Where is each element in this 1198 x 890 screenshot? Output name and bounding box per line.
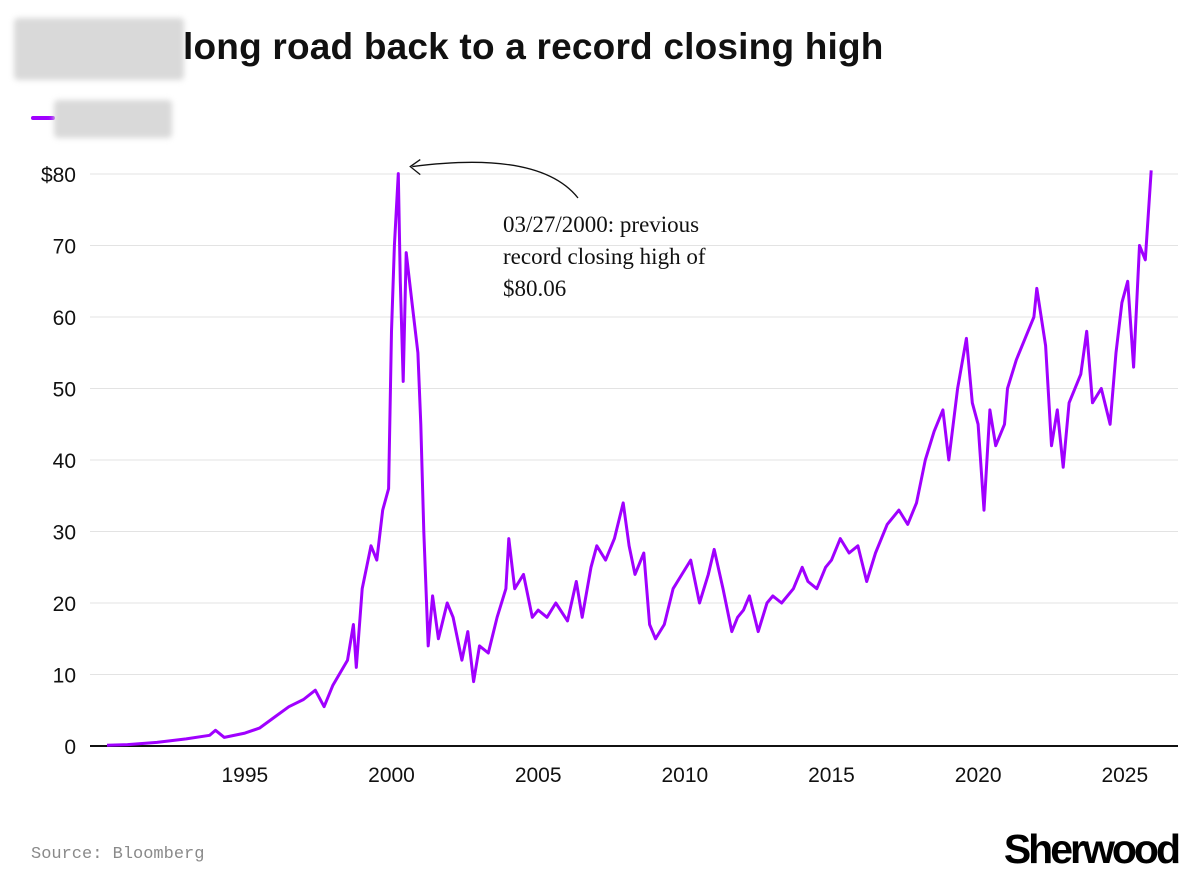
x-tick-label: 1995 xyxy=(221,764,268,787)
legend-swatch xyxy=(31,116,55,120)
x-tick-label: 2005 xyxy=(515,764,562,787)
redacted-title-prefix xyxy=(14,18,184,80)
x-tick-label: 2000 xyxy=(368,764,415,787)
y-tick-label: 30 xyxy=(53,522,76,545)
y-tick-label: 70 xyxy=(53,236,76,259)
annotation-text: record closing high of xyxy=(503,244,706,269)
series-line xyxy=(106,170,1153,747)
y-tick-label: 40 xyxy=(53,450,76,473)
y-tick-label: 50 xyxy=(53,379,76,402)
annotation-arrow xyxy=(412,161,579,199)
redacted-legend-label xyxy=(54,100,172,138)
y-tick-label: 60 xyxy=(53,307,76,330)
x-tick-label: 2020 xyxy=(955,764,1002,787)
y-tick-label: $80 xyxy=(41,164,76,187)
x-tick-label: 2015 xyxy=(808,764,855,787)
arrowhead-icon xyxy=(409,159,421,176)
y-tick-label: 10 xyxy=(53,665,76,688)
chart-title: long road back to a record closing high xyxy=(183,26,884,67)
annotation-text: $80.06 xyxy=(503,276,566,301)
y-tick-label: 0 xyxy=(64,736,76,759)
sherwood-logo: Sherwood xyxy=(1003,826,1181,872)
source-note: Source: Bloomberg xyxy=(31,845,205,864)
annotation-text: 03/27/2000: previous xyxy=(503,212,699,237)
x-tick-label: 2025 xyxy=(1101,764,1148,787)
x-tick-label: 2010 xyxy=(661,764,708,787)
y-tick-label: 20 xyxy=(53,593,76,616)
